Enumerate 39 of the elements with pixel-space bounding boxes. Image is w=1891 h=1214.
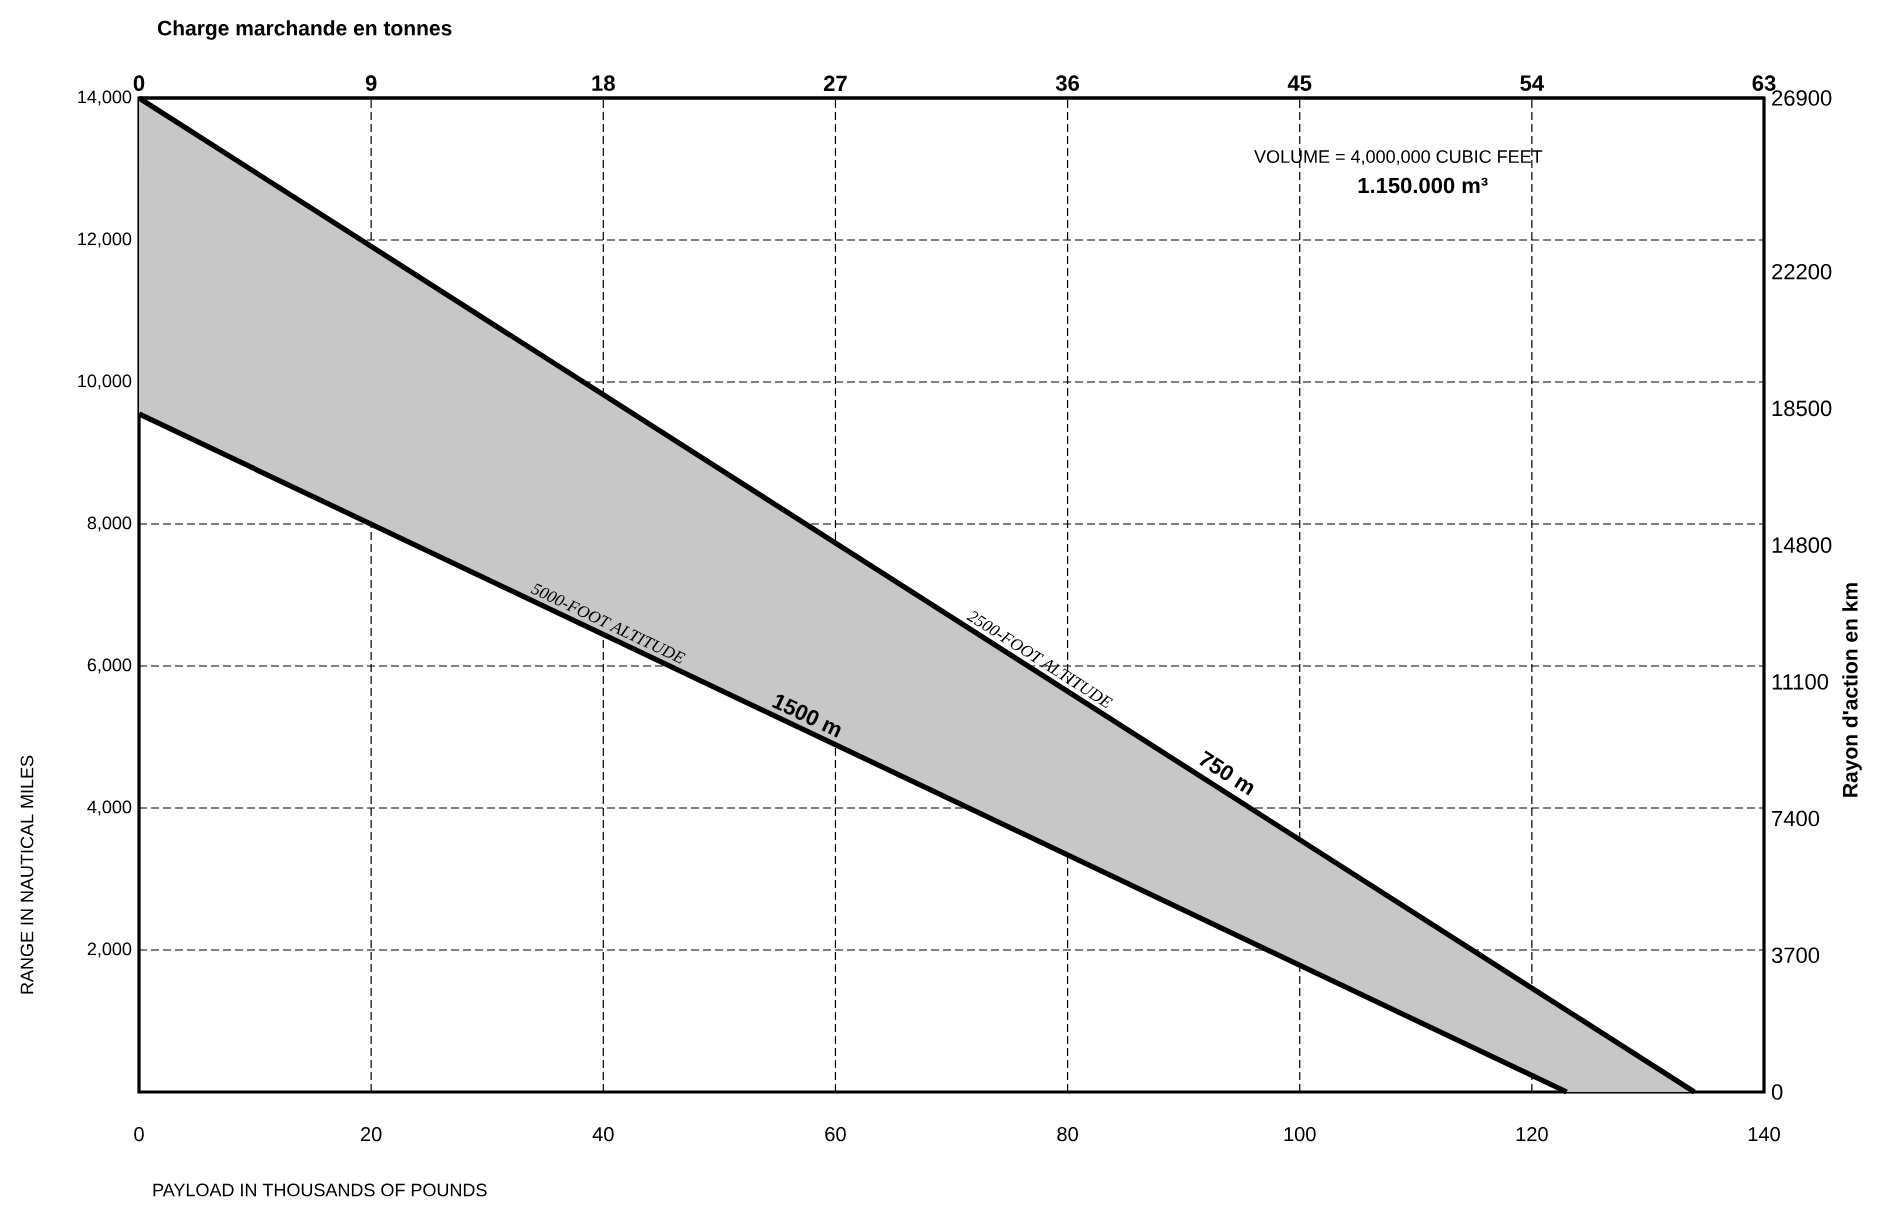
y-tick-label: 14,000: [78, 90, 132, 106]
x-tick-label: 0: [134, 1127, 144, 1142]
y-tick-label: 6,000: [87, 658, 132, 674]
x2-tick-label: 0: [133, 75, 145, 91]
x2-tick-label: 54: [1520, 75, 1544, 91]
y2-tick-label: 18500: [1772, 400, 1832, 417]
y-axis-title: RANGE IN NAUTICAL MILES: [20, 755, 34, 994]
annotation: 1.150.000 m³: [1358, 177, 1488, 194]
x-tick-label: 40: [592, 1127, 614, 1142]
y2-tick-label: 26900: [1772, 90, 1832, 106]
annotation: 750 m: [1199, 750, 1254, 796]
y2-tick-label: 0: [1771, 1084, 1783, 1100]
y-tick-label: 4,000: [87, 800, 132, 816]
y2-tick-label: 7400: [1772, 810, 1820, 827]
y-tick-label: 12,000: [78, 232, 132, 248]
y-tick-label: 10,000: [78, 374, 132, 390]
x2-tick-label: 36: [1055, 75, 1080, 91]
y-tick-label: 8,000: [87, 516, 132, 532]
x-tick-label: 100: [1284, 1127, 1316, 1142]
x-tick-label: 80: [1057, 1127, 1078, 1142]
y2-tick-label: 14800: [1772, 537, 1832, 553]
x2-tick-label: 63: [1752, 75, 1776, 91]
x-tick-label: 60: [825, 1127, 846, 1142]
x2-axis-title: Charge marchande en tonnes: [157, 20, 452, 40]
x2-tick-label: 9: [365, 75, 377, 91]
x-axis-title: PAYLOAD IN THOUSANDS OF POUNDS: [153, 1183, 487, 1197]
x-tick-label: 20: [361, 1127, 382, 1142]
x-tick-label: 120: [1516, 1127, 1548, 1142]
y2-tick-label: 3700: [1771, 947, 1820, 964]
x-tick-label: 140: [1748, 1127, 1780, 1142]
y2-tick-label: 22200: [1772, 263, 1832, 280]
x2-tick-label: 18: [592, 75, 615, 91]
y-tick-label: 2,000: [87, 942, 132, 958]
y2-tick-label: 11100: [1772, 674, 1829, 690]
y2-axis-title: Rayon d'action en km: [1842, 583, 1862, 797]
x2-tick-label: 45: [1287, 75, 1312, 91]
annotation: VOLUME = 4,000,000 CUBIC FEET: [1254, 150, 1543, 166]
annotation: 1500 m: [771, 694, 841, 738]
x2-tick-label: 27: [823, 75, 847, 91]
